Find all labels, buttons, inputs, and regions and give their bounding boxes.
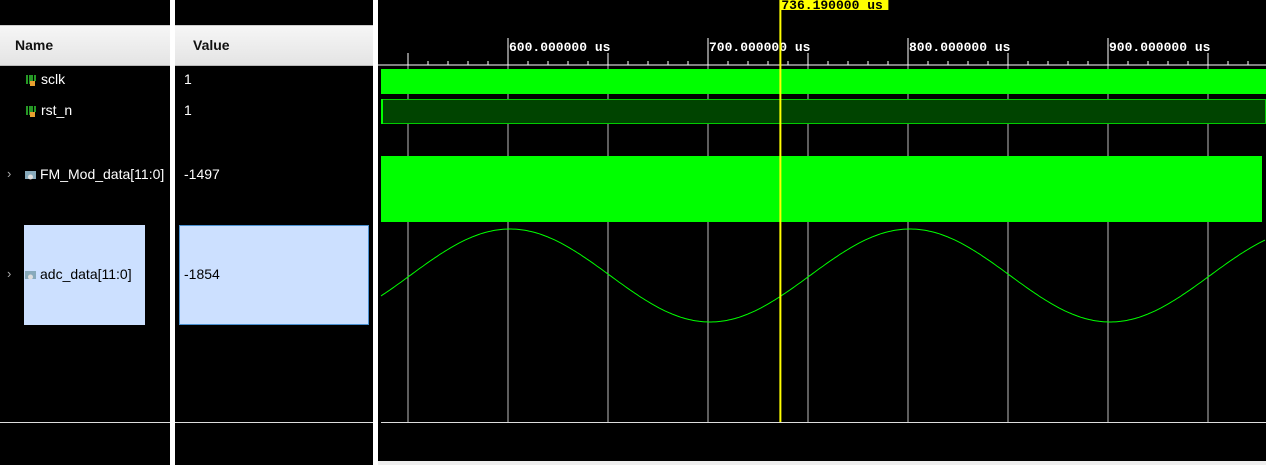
value-panel: Value 1 1 -1497 -1854 [175,0,373,465]
time-label: 800.000000 us [909,40,1011,55]
expand-chevron-icon[interactable]: › [7,266,12,281]
value-adc-data: -1854 [184,266,220,282]
bottom-scrollbar[interactable] [378,461,1266,465]
fm-mod-data-waveform [381,156,1262,222]
value-rst-n: 1 [184,102,192,118]
sclk-waveform [381,69,1266,94]
bus-signal-icon [25,170,36,180]
bus-signal-icon [25,270,36,280]
adc-data-waveform [380,228,1266,323]
value-sclk: 1 [184,71,192,87]
time-label: 700.000000 us [709,40,811,55]
rst-n-edge [381,99,383,124]
bit-signal-icon [26,74,36,86]
selection-highlight [179,225,369,325]
name-column-header[interactable]: Name [0,25,170,66]
column-splitter[interactable] [170,0,175,465]
value-fm-mod-data: -1497 [184,166,220,182]
cursor-time-label: 736.190000 us [781,0,883,13]
bottom-divider [381,422,1266,423]
divider-line [175,422,373,423]
time-label: 900.000000 us [1109,40,1211,55]
bit-signal-icon [26,105,36,117]
time-label: 600.000000 us [509,40,611,55]
rst-n-waveform [381,99,1266,124]
panel-splitter[interactable] [373,0,378,465]
expand-chevron-icon[interactable]: › [7,166,12,181]
divider-line [0,422,170,423]
waveform-canvas[interactable]: 600.000000 us 700.000000 us 800.000000 us 9… [378,0,1266,465]
cursor-label-box [780,0,889,10]
selection-highlight [24,225,145,325]
value-column-header[interactable]: Value [175,25,373,66]
name-panel: Name sclk rst_n › FM_Mod_data[11:0] › ad… [0,0,170,465]
